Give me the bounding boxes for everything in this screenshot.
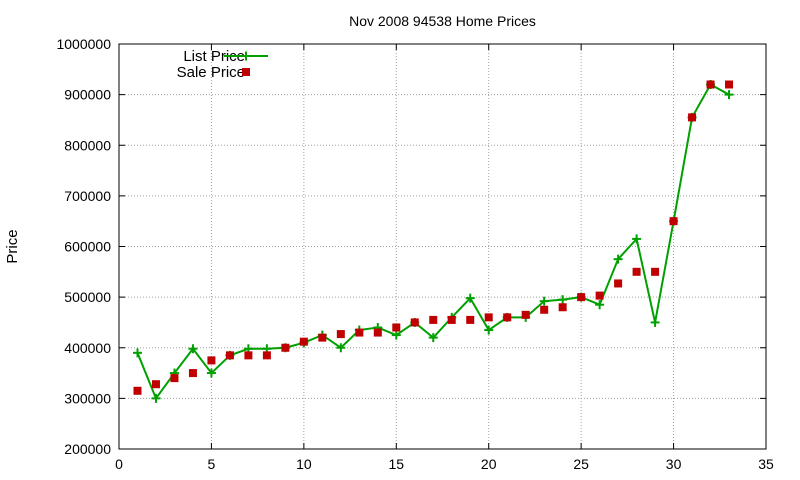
sale-price-point <box>558 303 567 312</box>
list-price-point <box>188 344 198 354</box>
y-axis-label: Price <box>4 229 21 263</box>
sale-price-point <box>429 315 438 324</box>
list-price-point <box>336 343 346 353</box>
sale-price-point <box>410 318 419 327</box>
list-price-point <box>613 254 623 264</box>
sale-price-point <box>688 113 697 122</box>
sale-price-point <box>651 267 660 276</box>
list-price-line <box>136 83 730 401</box>
sale-price-point <box>484 313 493 322</box>
sale-price-point <box>355 328 364 337</box>
legend-label: Sale Price <box>177 64 245 81</box>
sale-price-point <box>188 369 197 378</box>
list-price-point <box>724 90 734 100</box>
y-tick-label: 600000 <box>64 239 111 255</box>
y-tick-label: 900000 <box>64 87 111 103</box>
sale-price-point <box>577 293 586 302</box>
y-tick-label: 300000 <box>64 390 111 406</box>
x-tick-label: 35 <box>758 456 774 472</box>
y-tick-label: 1000000 <box>56 36 111 52</box>
sale-price-point <box>725 80 734 89</box>
legend-plus-marker <box>241 51 251 61</box>
legend-label: List Price <box>183 48 245 65</box>
sale-price-point <box>521 310 530 319</box>
series-list-price <box>132 80 734 403</box>
sale-price-point <box>318 333 327 342</box>
sale-price-point <box>595 291 604 300</box>
sale-price-point <box>299 337 308 346</box>
list-price-point <box>428 333 438 343</box>
list-price-point <box>465 293 475 303</box>
sale-price-point <box>151 380 160 389</box>
sale-price-point <box>262 351 271 360</box>
sale-price-point <box>706 80 715 89</box>
sale-price-point <box>281 343 290 352</box>
sale-price-point <box>207 356 216 365</box>
sale-price-point <box>170 374 179 383</box>
list-price-point <box>484 325 494 335</box>
sale-price-point <box>447 315 456 324</box>
list-price-point <box>206 368 216 378</box>
sale-price-point <box>540 305 549 314</box>
x-tick-label: 5 <box>208 456 216 472</box>
sale-price-point <box>632 267 641 276</box>
x-tick-label: 0 <box>115 456 123 472</box>
x-tick-label: 15 <box>388 456 404 472</box>
x-tick-label: 25 <box>573 456 589 472</box>
y-tick-label: 500000 <box>64 289 111 305</box>
sale-price-point <box>392 323 401 332</box>
list-price-point <box>132 348 142 358</box>
chart-title: Nov 2008 94538 Home Prices <box>349 13 536 29</box>
sale-price-point <box>669 217 678 226</box>
legend-square-marker <box>242 68 250 76</box>
y-tick-label: 800000 <box>64 137 111 153</box>
list-price-point <box>539 296 549 306</box>
sale-price-point <box>373 328 382 337</box>
sale-price-point <box>225 351 234 360</box>
x-tick-label: 20 <box>481 456 497 472</box>
series <box>132 80 734 403</box>
sale-price-point <box>503 313 512 322</box>
series-sale-price <box>133 80 734 395</box>
sale-price-point <box>466 315 475 324</box>
sale-price-point <box>614 279 623 288</box>
list-price-point <box>595 300 605 310</box>
list-price-point <box>632 234 642 244</box>
axis-ticks: 0 5 10 15 20 25 30 35 200000 300000 400000 500000 60… <box>56 36 774 472</box>
y-tick-label: 400000 <box>64 340 111 356</box>
y-tick-label: 200000 <box>64 441 111 457</box>
list-price-point <box>391 330 401 340</box>
list-price-point <box>650 317 660 327</box>
sale-price-point <box>244 351 253 360</box>
list-price-point <box>151 393 161 403</box>
list-price-point <box>558 295 568 305</box>
x-tick-label: 10 <box>296 456 312 472</box>
x-tick-label: 30 <box>666 456 682 472</box>
sale-price-point <box>336 330 345 339</box>
sale-price-point <box>133 386 142 395</box>
y-tick-label: 700000 <box>64 188 111 204</box>
